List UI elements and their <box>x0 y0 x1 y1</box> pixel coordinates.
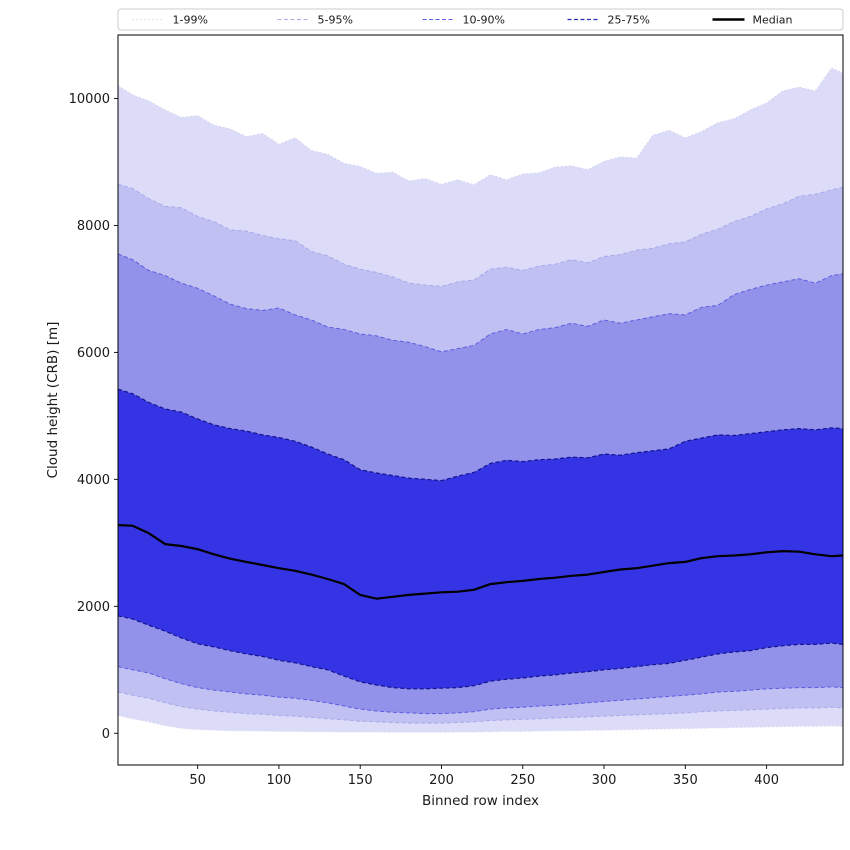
band-area-25-75% <box>118 389 843 689</box>
y-tick-label: 0 <box>102 727 110 742</box>
x-tick-label: 300 <box>592 773 617 788</box>
x-axis-label: Binned row index <box>422 793 539 809</box>
x-tick-label: 400 <box>754 773 779 788</box>
legend-label: 25-75% <box>608 13 650 26</box>
y-tick-label: 6000 <box>77 346 110 361</box>
y-tick-label: 10000 <box>69 92 110 107</box>
median-line <box>117 524 844 600</box>
percentile-line-p1 <box>117 715 844 733</box>
legend-label: Median <box>753 13 793 26</box>
percentile-line-p10 <box>117 666 844 715</box>
y-tick-label: 4000 <box>77 473 110 488</box>
y-tick-label: 2000 <box>77 600 110 615</box>
x-tick-label: 100 <box>267 773 292 788</box>
x-tick-label: 150 <box>348 773 373 788</box>
y-tick-label: 8000 <box>77 219 110 234</box>
axes-spines <box>117 34 844 766</box>
percentile-line-p25 <box>117 615 844 690</box>
x-tick-label: 350 <box>673 773 698 788</box>
x-tick-label: 50 <box>189 773 206 788</box>
legend-label: 1-99% <box>173 13 208 26</box>
x-tick-label: 200 <box>429 773 454 788</box>
y-axis-label: Cloud height (CRB) [m] <box>45 322 61 479</box>
legend-label: 5-95% <box>318 13 353 26</box>
percentile-line-p95 <box>117 183 844 287</box>
percentile-line-p75 <box>117 388 844 482</box>
legend-label: 10-90% <box>463 13 505 26</box>
percentile-line-p90 <box>117 253 844 353</box>
legend-box <box>117 8 844 31</box>
percentile-line-p5 <box>117 691 844 724</box>
percentile-line-p99 <box>117 67 844 186</box>
x-tick-label: 250 <box>510 773 535 788</box>
